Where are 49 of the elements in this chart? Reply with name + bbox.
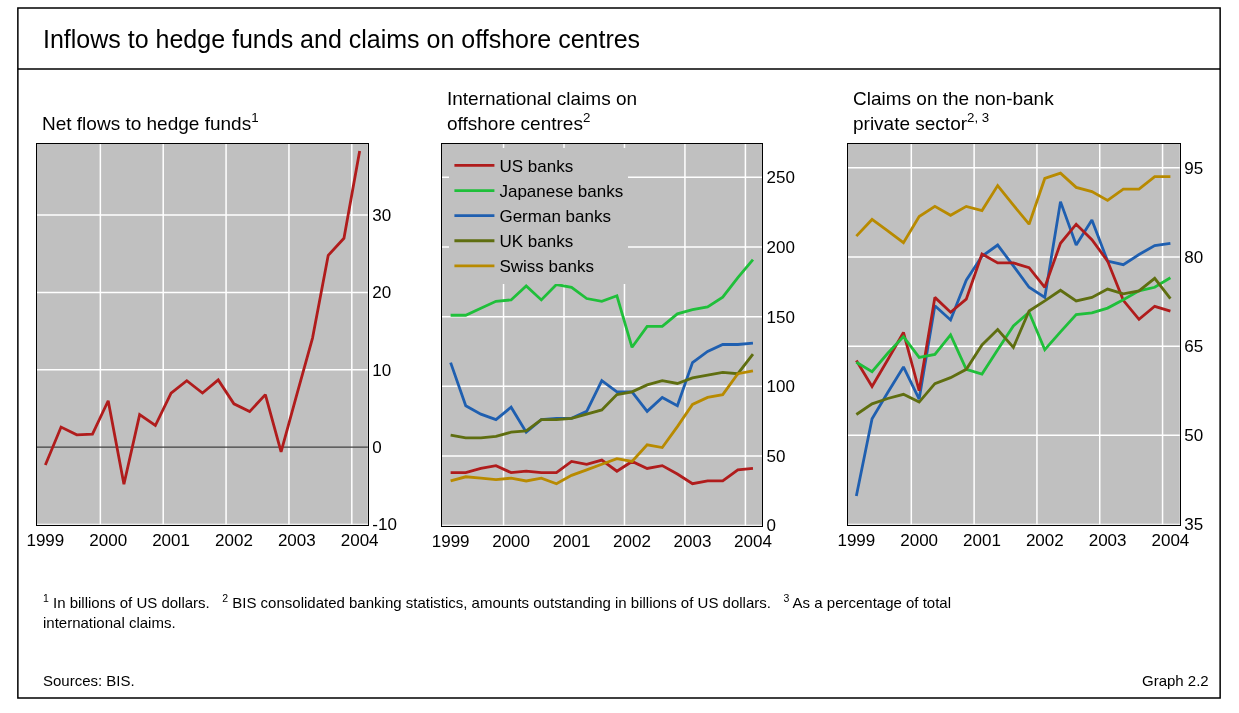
y-tick-label: 0 bbox=[372, 438, 382, 458]
legend-label: Swiss banks bbox=[499, 257, 594, 277]
y-tick-label: 100 bbox=[766, 377, 795, 397]
line-series bbox=[449, 369, 755, 486]
y-tick-label: 20 bbox=[372, 283, 392, 303]
y-tick-label: 50 bbox=[1184, 426, 1204, 446]
legend-label: UK banks bbox=[499, 232, 574, 252]
text: $^{1}$ In billions of US dollars. $^{2}$ BIS consolidated banking statistics, amounts outstanding in billions of US dollars. $^{3}$ As a percentage of total international claims. bbox=[43, 592, 952, 631]
x-tick-label: 2002 bbox=[215, 531, 253, 551]
x-tick-label: 1999 bbox=[26, 531, 65, 551]
y-tick-label: 65 bbox=[1184, 337, 1204, 357]
x-tick-label: 2001 bbox=[152, 531, 190, 551]
legend-label: German banks bbox=[499, 207, 611, 227]
line-series bbox=[43, 149, 362, 486]
x-tick-label: 2000 bbox=[492, 532, 531, 552]
line-series bbox=[854, 276, 1172, 376]
chart-title: Net flows to hedge funds$^{1}$ bbox=[42, 110, 259, 134]
x-tick-label: 2003 bbox=[277, 531, 316, 551]
x-tick-label: 2002 bbox=[1025, 531, 1064, 551]
y-tick-label: 95 bbox=[1184, 158, 1204, 178]
line-series bbox=[449, 352, 755, 440]
source-note: Sources: BIS. bbox=[43, 672, 135, 689]
line-series bbox=[449, 258, 755, 349]
y-tick-label: 30 bbox=[372, 206, 392, 226]
line-series bbox=[854, 171, 1172, 245]
caption: Graph 2.2 bbox=[1142, 672, 1209, 689]
line-series bbox=[854, 276, 1172, 416]
line-series bbox=[449, 458, 755, 486]
chart-title: Claims on the non-bank private sector$^{2, 3}$ bbox=[853, 88, 1055, 134]
x-tick-label: 2001 bbox=[552, 532, 591, 552]
y-tick-label: 10 bbox=[372, 360, 392, 380]
x-tick-label: 2002 bbox=[613, 532, 651, 552]
y-tick-label: 200 bbox=[766, 237, 795, 257]
y-tick-label: 150 bbox=[766, 307, 795, 327]
x-tick-label: 2000 bbox=[900, 531, 939, 551]
line-series bbox=[854, 222, 1172, 393]
y-tick-label: 80 bbox=[1184, 247, 1204, 267]
chart-title: International claims on offshore centres$^{2}$ bbox=[447, 88, 638, 134]
x-tick-label: 1999 bbox=[837, 531, 876, 551]
text: Inflows to hedge funds and claims on offshore centres bbox=[43, 25, 641, 53]
legend-label: US banks bbox=[499, 157, 574, 177]
x-tick-label: 2001 bbox=[963, 531, 1001, 551]
legend-label: Japanese banks bbox=[499, 182, 624, 202]
y-tick-label: 50 bbox=[766, 446, 786, 466]
x-tick-label: 2003 bbox=[1088, 531, 1127, 551]
x-tick-label: 2000 bbox=[89, 531, 128, 551]
y-tick-label: 250 bbox=[766, 168, 795, 188]
x-tick-label: 1999 bbox=[431, 532, 470, 552]
x-tick-label: 2003 bbox=[673, 532, 712, 552]
